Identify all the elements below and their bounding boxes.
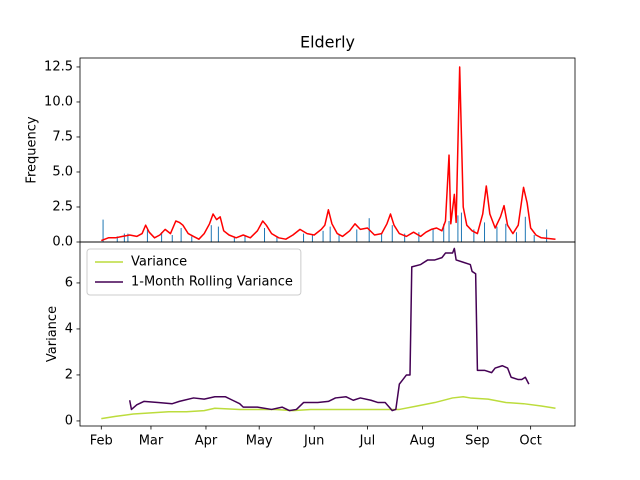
bar	[484, 222, 486, 242]
bar	[457, 215, 459, 242]
bar	[233, 236, 235, 242]
bar	[515, 232, 517, 242]
x-tick-label: Jun	[303, 434, 324, 449]
bar	[180, 227, 182, 242]
x-tick-label: Apr	[195, 434, 218, 449]
y-tick-label: 5.0	[52, 164, 73, 179]
bar	[102, 219, 104, 242]
y-tick-label: 0	[65, 413, 73, 428]
legend-box	[86, 248, 302, 296]
bar	[496, 226, 498, 242]
bar	[524, 216, 526, 242]
bar	[356, 229, 358, 242]
y-tick-label: 2	[65, 367, 73, 382]
y-axis-label: Frequency	[25, 116, 40, 183]
y-tick-label: 0.0	[52, 235, 73, 250]
bar	[329, 226, 331, 242]
bar	[217, 226, 219, 242]
bar	[404, 233, 406, 242]
legend-label: Variance	[131, 255, 187, 270]
y-tick-label: 6	[65, 275, 73, 290]
x-tick-label: May	[246, 434, 273, 449]
x-tick-label: Jul	[359, 434, 376, 449]
bar	[473, 229, 475, 242]
bar	[116, 236, 118, 242]
bar	[123, 233, 125, 242]
bar	[191, 236, 193, 242]
bar	[171, 234, 173, 242]
line-series	[101, 396, 556, 420]
bar	[432, 229, 434, 242]
chart-title: Elderly	[300, 33, 355, 52]
bar	[546, 229, 548, 242]
legend-label: 1-Month Rolling Variance	[131, 275, 293, 290]
bar	[533, 234, 535, 242]
y-tick-label: 7.5	[52, 129, 73, 144]
line-series	[101, 66, 556, 242]
y-tick-label: 10.0	[44, 94, 73, 109]
bar	[338, 234, 340, 242]
y-tick-label: 2.5	[52, 199, 73, 214]
x-tick-label: Mar	[139, 434, 164, 449]
bar	[448, 220, 450, 242]
bar	[244, 234, 246, 242]
x-tick-label: Feb	[90, 434, 113, 449]
legend: Variance 1-Month Rolling Variance	[86, 248, 302, 296]
bar	[311, 234, 313, 242]
axes-frame	[79, 241, 576, 427]
bar	[276, 236, 278, 242]
x-tick-label: Aug	[410, 434, 435, 449]
bar	[127, 233, 129, 242]
x-tick-label: Sep	[465, 434, 490, 449]
bar	[443, 223, 445, 242]
bar	[505, 223, 507, 242]
y-tick-label: 4	[65, 321, 73, 336]
plot-area	[101, 247, 556, 420]
bar	[161, 232, 163, 242]
bar	[264, 227, 266, 242]
y-tick-label: 12.5	[44, 59, 73, 74]
bar	[460, 212, 462, 242]
bar	[146, 229, 148, 242]
bar	[381, 233, 383, 242]
bar	[391, 225, 393, 242]
line-series	[128, 247, 530, 412]
x-tick-label: Oct	[519, 434, 541, 449]
y-axis-label: Variance	[45, 306, 60, 362]
bar	[210, 225, 212, 242]
bar	[322, 230, 324, 242]
plot-area	[101, 66, 556, 242]
bar	[418, 232, 420, 242]
bar	[303, 233, 305, 242]
